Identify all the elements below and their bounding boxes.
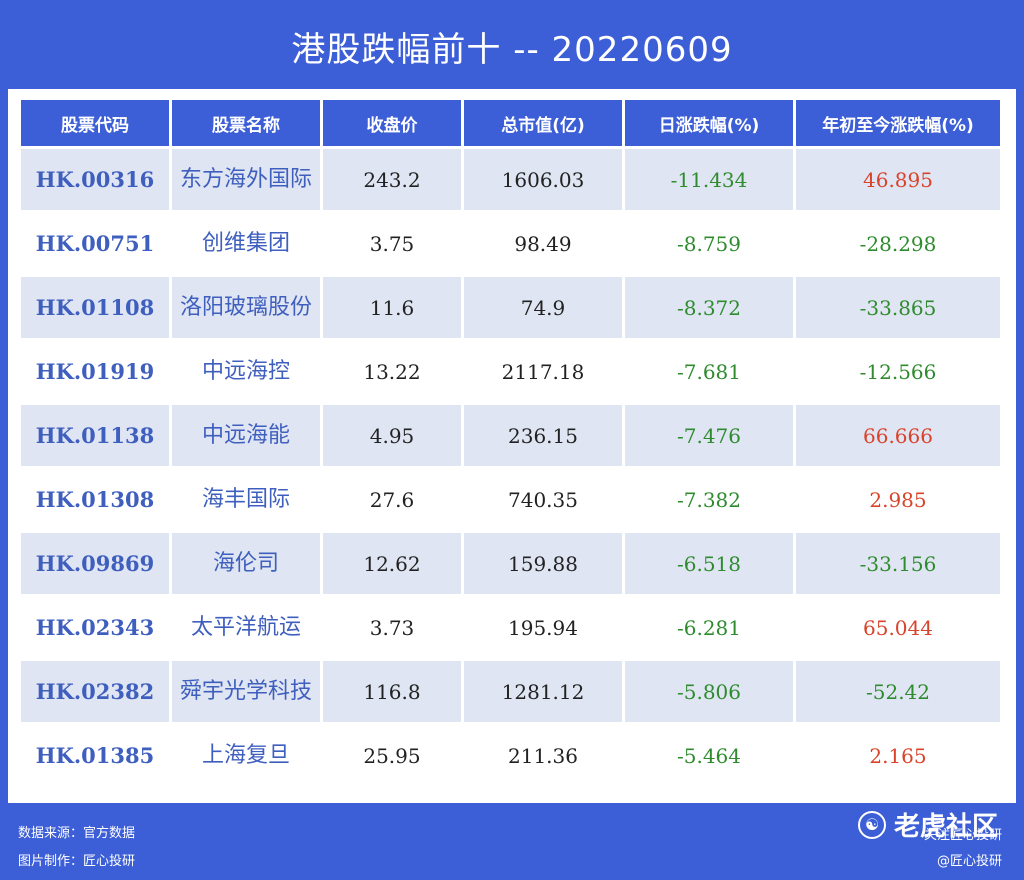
cell-ytd-change: 66.666 xyxy=(796,405,1000,466)
watermark-logo: ☯ 老虎社区 xyxy=(858,806,998,843)
cell-close: 116.8 xyxy=(323,661,461,722)
cell-close: 3.75 xyxy=(323,213,461,274)
table-panel: 股票代码 股票名称 收盘价 总市值(亿) 日涨跌幅(%) 年初至今涨跌幅(%) … xyxy=(8,89,1016,803)
cell-ytd-change: -12.566 xyxy=(796,341,1000,402)
cell-ytd-change: -28.298 xyxy=(796,213,1000,274)
cell-close: 27.6 xyxy=(323,469,461,530)
table-row: HK.01385 上海复旦 25.95 211.36 -5.464 2.165 xyxy=(21,725,1000,786)
header-code: 股票代码 xyxy=(21,100,169,146)
cell-ytd-change: 2.985 xyxy=(796,469,1000,530)
cell-code: HK.00316 xyxy=(21,149,169,210)
table-header-row: 股票代码 股票名称 收盘价 总市值(亿) 日涨跌幅(%) 年初至今涨跌幅(%) xyxy=(21,100,1000,146)
table-row: HK.09869 海伦司 12.62 159.88 -6.518 -33.156 xyxy=(21,533,1000,594)
table-row: HK.02343 太平洋航运 3.73 195.94 -6.281 65.044 xyxy=(21,597,1000,658)
cell-close: 25.95 xyxy=(323,725,461,786)
cell-name: 中远海控 xyxy=(172,341,320,402)
cell-name: 舜宇光学科技 xyxy=(172,661,320,722)
cell-close: 11.6 xyxy=(323,277,461,338)
table-row: HK.02382 舜宇光学科技 116.8 1281.12 -5.806 -52.42 xyxy=(21,661,1000,722)
cell-day-change: -11.434 xyxy=(625,149,793,210)
cell-market-cap: 211.36 xyxy=(464,725,622,786)
cell-market-cap: 98.49 xyxy=(464,213,622,274)
cell-day-change: -5.464 xyxy=(625,725,793,786)
cell-market-cap: 159.88 xyxy=(464,533,622,594)
cell-ytd-change: 46.895 xyxy=(796,149,1000,210)
header-market-cap: 总市值(亿) xyxy=(464,100,622,146)
table-row: HK.00751 创维集团 3.75 98.49 -8.759 -28.298 xyxy=(21,213,1000,274)
cell-day-change: -6.518 xyxy=(625,533,793,594)
cell-code: HK.01138 xyxy=(21,405,169,466)
cell-name: 上海复旦 xyxy=(172,725,320,786)
cell-market-cap: 236.15 xyxy=(464,405,622,466)
cell-code: HK.00751 xyxy=(21,213,169,274)
cell-name: 洛阳玻璃股份 xyxy=(172,277,320,338)
cell-name: 创维集团 xyxy=(172,213,320,274)
cell-ytd-change: 2.165 xyxy=(796,725,1000,786)
cell-code: HK.09869 xyxy=(21,533,169,594)
cell-name: 中远海能 xyxy=(172,405,320,466)
cell-close: 3.73 xyxy=(323,597,461,658)
table-row: HK.01919 中远海控 13.22 2117.18 -7.681 -12.566 xyxy=(21,341,1000,402)
cell-close: 4.95 xyxy=(323,405,461,466)
cell-close: 12.62 xyxy=(323,533,461,594)
cell-market-cap: 1281.12 xyxy=(464,661,622,722)
cell-close: 13.22 xyxy=(323,341,461,402)
header-day-change: 日涨跌幅(%) xyxy=(625,100,793,146)
cell-market-cap: 195.94 xyxy=(464,597,622,658)
cell-close: 243.2 xyxy=(323,149,461,210)
cell-name: 海丰国际 xyxy=(172,469,320,530)
header-name: 股票名称 xyxy=(172,100,320,146)
cell-day-change: -7.681 xyxy=(625,341,793,402)
cell-name: 海伦司 xyxy=(172,533,320,594)
cell-market-cap: 74.9 xyxy=(464,277,622,338)
cell-day-change: -7.476 xyxy=(625,405,793,466)
cell-name: 太平洋航运 xyxy=(172,597,320,658)
header-ytd-change: 年初至今涨跌幅(%) xyxy=(796,100,1000,146)
cell-day-change: -8.372 xyxy=(625,277,793,338)
watermark-brand: 老虎社区 xyxy=(894,812,999,842)
cell-day-change: -6.281 xyxy=(625,597,793,658)
cell-code: HK.02382 xyxy=(21,661,169,722)
cell-ytd-change: -52.42 xyxy=(796,661,1000,722)
cell-code: HK.01919 xyxy=(21,341,169,402)
table-row: HK.00316 东方海外国际 243.2 1606.03 -11.434 46.895 xyxy=(21,149,1000,210)
stock-table: 股票代码 股票名称 收盘价 总市值(亿) 日涨跌幅(%) 年初至今涨跌幅(%) … xyxy=(18,97,1003,789)
cell-ytd-change: -33.865 xyxy=(796,277,1000,338)
cell-market-cap: 740.35 xyxy=(464,469,622,530)
cell-day-change: -7.382 xyxy=(625,469,793,530)
cell-ytd-change: 65.044 xyxy=(796,597,1000,658)
page-title: 港股跌幅前十 -- 20220609 xyxy=(291,29,733,70)
header-close: 收盘价 xyxy=(323,100,461,146)
tiger-icon: ☯ xyxy=(858,810,886,839)
cell-market-cap: 2117.18 xyxy=(464,341,622,402)
cell-ytd-change: -33.156 xyxy=(796,533,1000,594)
cell-code: HK.02343 xyxy=(21,597,169,658)
cell-day-change: -5.806 xyxy=(625,661,793,722)
watermark-handle: @匠心投研 xyxy=(936,854,1002,869)
table-row: HK.01308 海丰国际 27.6 740.35 -7.382 2.985 xyxy=(21,469,1000,530)
image-maker-note: 图片制作：匠心投研 xyxy=(18,854,136,869)
table-row: HK.01138 中远海能 4.95 236.15 -7.476 66.666 xyxy=(21,405,1000,466)
cell-code: HK.01308 xyxy=(21,469,169,530)
table-row: HK.01108 洛阳玻璃股份 11.6 74.9 -8.372 -33.865 xyxy=(21,277,1000,338)
watermark-follow: 关注匠心投研 xyxy=(923,828,1002,843)
cell-code: HK.01385 xyxy=(21,725,169,786)
cell-name: 东方海外国际 xyxy=(172,149,320,210)
cell-code: HK.01108 xyxy=(21,277,169,338)
data-source-note: 数据来源：官方数据 xyxy=(18,826,136,841)
cell-market-cap: 1606.03 xyxy=(464,149,622,210)
cell-day-change: -8.759 xyxy=(625,213,793,274)
